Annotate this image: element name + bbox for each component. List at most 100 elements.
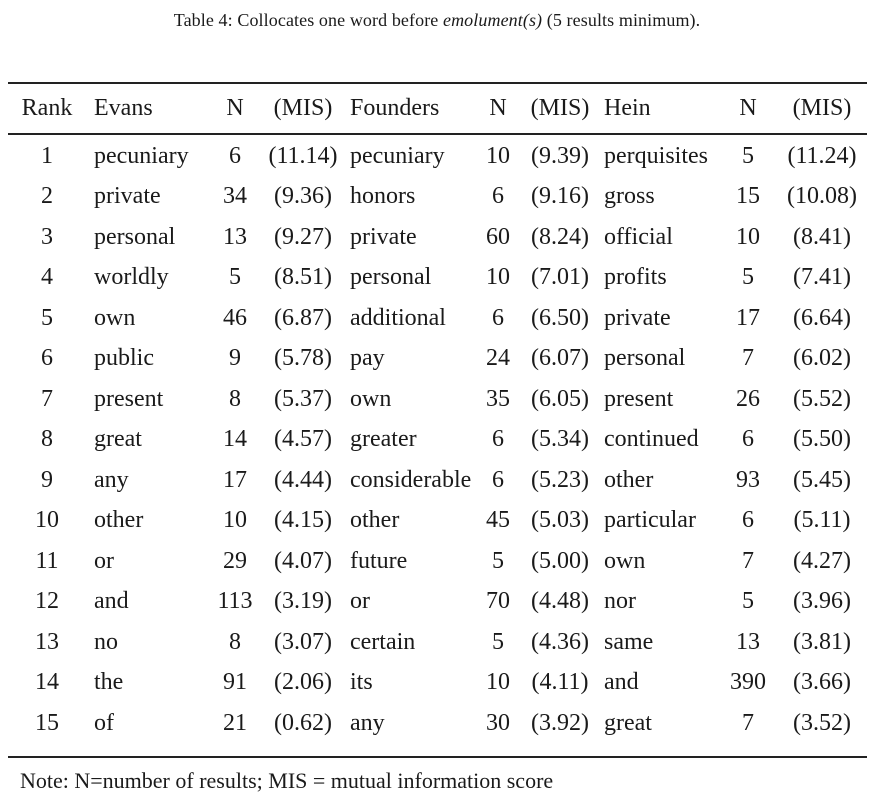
hein-mis-cell: (11.24) <box>787 142 857 169</box>
founders-n-cell: 6 <box>492 466 504 493</box>
table-row: 1 pecuniary 6 (11.14) pecuniary 10 (9.39) perqu… <box>8 128 867 177</box>
rank-cell: 5 <box>41 304 53 331</box>
evans-word-cell: private <box>94 183 161 210</box>
hein-word-cell: same <box>604 628 654 655</box>
hein-word-cell: profits <box>604 264 667 291</box>
founders-n-cell: 6 <box>492 426 504 453</box>
hein-mis-cell: (7.41) <box>793 264 851 291</box>
hein-word-cell: gross <box>604 183 655 210</box>
founders-mis-cell: (5.03) <box>531 507 589 534</box>
founders-n-cell: 6 <box>492 183 504 210</box>
hein-mis-cell: (5.11) <box>793 507 851 534</box>
hein-n-cell: 5 <box>742 588 754 615</box>
hein-word-cell: private <box>604 304 671 331</box>
header-founders: Founders <box>350 94 440 121</box>
rank-cell: 3 <box>41 223 53 250</box>
header-row: Rank Evans N (MIS) Founders N (MIS) Hein N (MIS) <box>8 88 867 128</box>
evans-n-cell: 34 <box>223 183 247 210</box>
hein-mis-cell: (5.45) <box>793 466 851 493</box>
founders-n-cell: 35 <box>486 385 510 412</box>
hein-n-cell: 7 <box>742 547 754 574</box>
header-evans: Evans <box>94 94 153 121</box>
table-row: 8 great 14 (4.57) greater 6 (5.34) continued 6 (5… <box>8 420 867 461</box>
evans-mis-cell: (2.06) <box>274 669 332 696</box>
evans-word-cell: pecuniary <box>94 142 189 169</box>
hein-word-cell: own <box>604 547 646 574</box>
founders-n-cell: 70 <box>486 588 510 615</box>
founders-word-cell: greater <box>350 426 417 453</box>
caption-prefix: Table 4: Collocates one word before <box>173 10 443 30</box>
rank-cell: 1 <box>41 142 53 169</box>
founders-word-cell: additional <box>350 304 446 331</box>
table-row: 13 no 8 (3.07) certain 5 (4.36) same 13 (3.81) <box>8 622 867 663</box>
hein-n-cell: 7 <box>742 709 754 736</box>
founders-n-cell: 10 <box>486 264 510 291</box>
founders-mis-cell: (6.07) <box>531 345 589 372</box>
hein-mis-cell: (4.27) <box>793 547 851 574</box>
evans-mis-cell: (4.15) <box>274 507 332 534</box>
founders-mis-cell: (9.16) <box>531 183 589 210</box>
evans-word-cell: public <box>94 345 154 372</box>
evans-mis-cell: (9.36) <box>274 183 332 210</box>
hein-mis-cell: (8.41) <box>793 223 851 250</box>
header-hein: Hein <box>604 94 651 121</box>
hein-n-cell: 5 <box>742 142 754 169</box>
founders-mis-cell: (5.34) <box>531 426 589 453</box>
rank-cell: 9 <box>41 466 53 493</box>
evans-mis-cell: (5.78) <box>274 345 332 372</box>
evans-word-cell: any <box>94 466 129 493</box>
caption-suffix: (5 results minimum). <box>542 10 701 30</box>
evans-word-cell: and <box>94 588 129 615</box>
founders-n-cell: 45 <box>486 507 510 534</box>
founders-word-cell: certain <box>350 628 416 655</box>
evans-mis-cell: (8.51) <box>274 264 332 291</box>
table-row: 2 private 34 (9.36) honors 6 (9.16) gross 15 (10.… <box>8 177 867 218</box>
top-rule <box>8 82 867 84</box>
rank-cell: 8 <box>41 426 53 453</box>
rank-cell: 7 <box>41 385 53 412</box>
founders-n-cell: 30 <box>486 709 510 736</box>
founders-mis-cell: (9.39) <box>531 142 589 169</box>
rank-cell: 2 <box>41 183 53 210</box>
evans-n-cell: 8 <box>229 628 241 655</box>
evans-word-cell: great <box>94 426 142 453</box>
founders-word-cell: pay <box>350 345 385 372</box>
founders-mis-cell: (7.01) <box>531 264 589 291</box>
evans-word-cell: present <box>94 385 164 412</box>
evans-word-cell: or <box>94 547 114 574</box>
table-row: 12 and 113 (3.19) or 70 (4.48) nor 5 (3.96) <box>8 582 867 623</box>
hein-n-cell: 17 <box>736 304 760 331</box>
hein-mis-cell: (3.96) <box>793 588 851 615</box>
hein-mis-cell: (3.66) <box>793 669 851 696</box>
evans-n-cell: 46 <box>223 304 247 331</box>
table-row: 5 own 46 (6.87) additional 6 (6.50) private 17 (6… <box>8 298 867 339</box>
header-hein-n: N <box>739 94 757 121</box>
founders-word-cell: or <box>350 588 370 615</box>
evans-mis-cell: (6.87) <box>274 304 332 331</box>
evans-n-cell: 21 <box>223 709 247 736</box>
header-founders-mis: (MIS) <box>530 94 590 121</box>
hein-word-cell: nor <box>604 588 636 615</box>
evans-word-cell: personal <box>94 223 176 250</box>
evans-n-cell: 5 <box>229 264 241 291</box>
hein-mis-cell: (5.52) <box>793 385 851 412</box>
founders-word-cell: its <box>350 669 373 696</box>
hein-mis-cell: (5.50) <box>793 426 851 453</box>
founders-word-cell: own <box>350 385 392 412</box>
hein-mis-cell: (3.52) <box>793 709 851 736</box>
hein-n-cell: 5 <box>742 264 754 291</box>
hein-n-cell: 6 <box>742 507 754 534</box>
rank-cell: 6 <box>41 345 53 372</box>
hein-n-cell: 10 <box>736 223 760 250</box>
founders-mis-cell: (4.11) <box>531 669 589 696</box>
hein-n-cell: 390 <box>730 669 766 696</box>
founders-n-cell: 6 <box>492 304 504 331</box>
rank-cell: 4 <box>41 264 53 291</box>
founders-word-cell: other <box>350 507 400 534</box>
evans-mis-cell: (9.27) <box>274 223 332 250</box>
hein-word-cell: continued <box>604 426 699 453</box>
evans-n-cell: 17 <box>223 466 247 493</box>
evans-mis-cell: (4.57) <box>274 426 332 453</box>
table-body: 1 pecuniary 6 (11.14) pecuniary 10 (9.39) perqu… <box>8 128 867 744</box>
hein-word-cell: and <box>604 669 639 696</box>
